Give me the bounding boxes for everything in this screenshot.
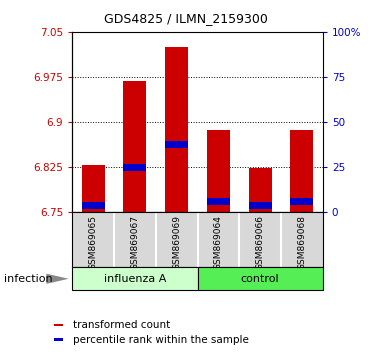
Bar [124, 81, 147, 212]
Text: GSM869066: GSM869066 [256, 215, 265, 270]
Text: control: control [241, 274, 279, 284]
Bar [72, 267, 198, 290]
Text: percentile rank within the sample: percentile rank within the sample [73, 335, 249, 345]
Text: influenza A: influenza A [104, 274, 166, 284]
Text: GSM869069: GSM869069 [172, 215, 181, 270]
Bar [207, 130, 230, 212]
Text: GSM869068: GSM869068 [298, 215, 306, 270]
Bar [124, 164, 147, 171]
Bar [54, 324, 63, 326]
Bar [249, 168, 272, 212]
Bar [82, 165, 105, 212]
Polygon shape [46, 274, 69, 284]
Bar [54, 338, 63, 341]
Bar [82, 201, 105, 209]
Text: transformed count: transformed count [73, 320, 170, 330]
Bar [207, 198, 230, 205]
Bar [290, 130, 313, 212]
Bar [249, 201, 272, 209]
Bar [165, 141, 188, 148]
Text: infection: infection [4, 274, 52, 284]
Text: GSM869067: GSM869067 [131, 215, 139, 270]
Bar [290, 198, 313, 205]
Text: GSM869065: GSM869065 [89, 215, 98, 270]
Text: GSM869064: GSM869064 [214, 215, 223, 270]
Text: GDS4825 / ILMN_2159300: GDS4825 / ILMN_2159300 [104, 12, 267, 25]
Bar [165, 47, 188, 212]
Bar [198, 267, 323, 290]
